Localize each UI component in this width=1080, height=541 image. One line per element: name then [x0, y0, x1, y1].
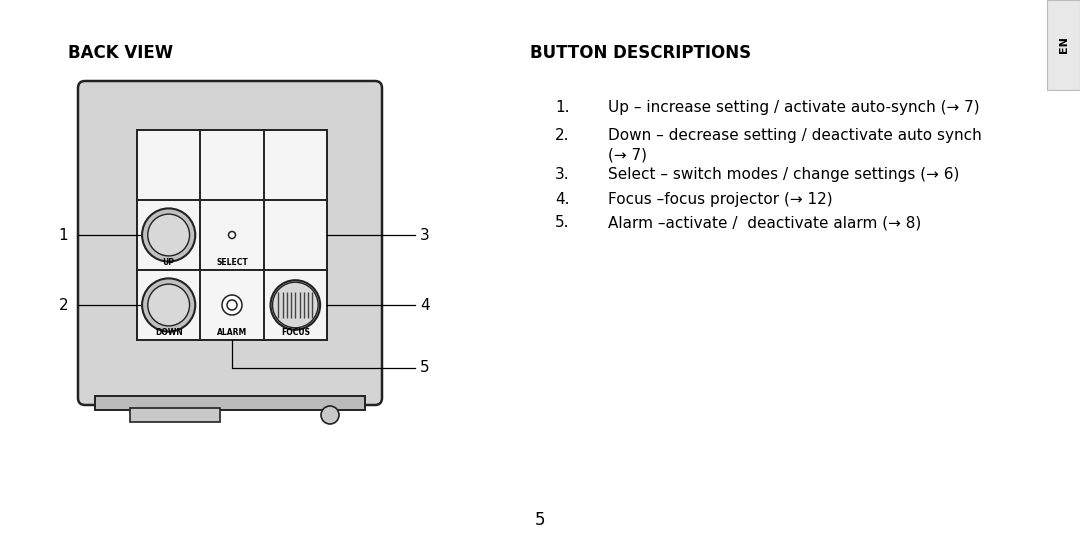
FancyBboxPatch shape	[78, 81, 382, 405]
Text: 4: 4	[420, 298, 430, 313]
Text: Up – increase setting / activate auto-synch (→ 7): Up – increase setting / activate auto-sy…	[608, 100, 980, 115]
Text: EN: EN	[1058, 37, 1068, 54]
Text: BACK VIEW: BACK VIEW	[68, 44, 173, 62]
Text: DOWN: DOWN	[154, 328, 183, 337]
Text: 3: 3	[420, 228, 430, 242]
Bar	[130, 408, 220, 422]
Text: ALARM: ALARM	[217, 328, 247, 337]
Bar	[265, 271, 326, 339]
Text: Focus –focus projector (→ 12): Focus –focus projector (→ 12)	[608, 192, 833, 207]
Text: 3.: 3.	[555, 167, 569, 182]
Circle shape	[227, 300, 237, 310]
Circle shape	[148, 214, 190, 256]
Circle shape	[229, 232, 235, 239]
Text: UP: UP	[163, 258, 175, 267]
Text: 2: 2	[58, 298, 68, 313]
Bar	[1047, 0, 1080, 90]
Circle shape	[321, 406, 339, 424]
Text: 2.: 2.	[555, 128, 569, 143]
Bar	[265, 201, 326, 269]
Text: 5: 5	[420, 360, 430, 375]
Text: SELECT: SELECT	[216, 258, 248, 267]
Bar	[137, 130, 327, 340]
Text: 5.: 5.	[555, 215, 569, 230]
Circle shape	[270, 280, 320, 330]
Circle shape	[143, 279, 195, 332]
Text: BUTTON DESCRIPTIONS: BUTTON DESCRIPTIONS	[530, 44, 751, 62]
Bar	[138, 201, 200, 269]
Text: Select – switch modes / change settings (→ 6): Select – switch modes / change settings …	[608, 167, 959, 182]
Circle shape	[222, 295, 242, 315]
Text: Down – decrease setting / deactivate auto synch
(→ 7): Down – decrease setting / deactivate aut…	[608, 128, 982, 163]
Text: 1.: 1.	[555, 100, 569, 115]
Circle shape	[143, 208, 195, 262]
Bar	[201, 271, 262, 339]
Bar	[201, 131, 262, 199]
Bar	[138, 131, 200, 199]
Circle shape	[148, 284, 190, 326]
Text: 5: 5	[535, 511, 545, 529]
Text: FOCUS: FOCUS	[281, 328, 310, 337]
Bar	[201, 201, 262, 269]
Text: Alarm –activate /  deactivate alarm (→ 8): Alarm –activate / deactivate alarm (→ 8)	[608, 215, 921, 230]
Bar	[265, 131, 326, 199]
Text: 1: 1	[58, 228, 68, 242]
Bar	[138, 271, 200, 339]
Circle shape	[272, 282, 319, 328]
Bar	[95, 396, 365, 410]
Text: 4.: 4.	[555, 192, 569, 207]
